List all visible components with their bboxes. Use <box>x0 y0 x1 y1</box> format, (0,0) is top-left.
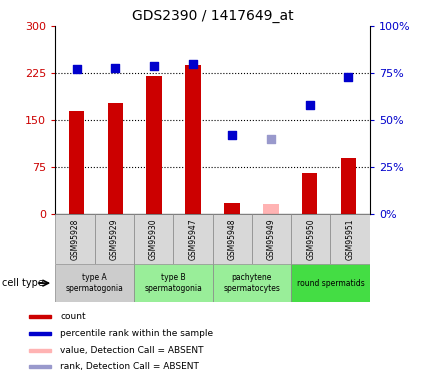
Bar <box>185 65 201 214</box>
Bar <box>331 214 370 264</box>
Bar <box>340 158 356 214</box>
Bar <box>224 202 240 214</box>
Bar <box>134 214 173 264</box>
Bar <box>55 264 134 302</box>
Point <box>151 63 158 69</box>
Bar <box>291 264 370 302</box>
Text: GDS2390 / 1417649_at: GDS2390 / 1417649_at <box>132 9 293 23</box>
Bar <box>291 214 331 264</box>
Text: GSM95949: GSM95949 <box>267 218 276 260</box>
Point <box>73 66 80 72</box>
Text: GSM95930: GSM95930 <box>149 218 158 260</box>
Point <box>190 61 196 67</box>
Text: GSM95929: GSM95929 <box>110 218 119 260</box>
Bar <box>147 76 162 214</box>
Bar <box>252 214 291 264</box>
Bar <box>69 111 85 214</box>
Point <box>306 102 313 108</box>
Text: percentile rank within the sample: percentile rank within the sample <box>60 329 213 338</box>
Point <box>112 64 119 70</box>
Text: type B
spermatogonia: type B spermatogonia <box>144 273 202 293</box>
Text: value, Detection Call = ABSENT: value, Detection Call = ABSENT <box>60 346 204 355</box>
Bar <box>29 349 51 351</box>
Text: count: count <box>60 312 86 321</box>
Text: round spermatids: round spermatids <box>297 279 364 288</box>
Bar <box>263 204 278 214</box>
Text: GSM95948: GSM95948 <box>228 218 237 260</box>
Text: rank, Detection Call = ABSENT: rank, Detection Call = ABSENT <box>60 362 199 371</box>
Bar <box>134 264 212 302</box>
Bar <box>94 214 134 264</box>
Text: GSM95947: GSM95947 <box>188 218 197 260</box>
Point <box>345 74 352 80</box>
Bar <box>108 102 123 214</box>
Text: GSM95928: GSM95928 <box>71 218 79 260</box>
Bar <box>29 332 51 335</box>
Text: GSM95951: GSM95951 <box>346 218 354 260</box>
Text: cell type: cell type <box>2 278 44 288</box>
Bar <box>212 264 291 302</box>
Bar <box>173 214 212 264</box>
Text: GSM95950: GSM95950 <box>306 218 315 260</box>
Point <box>229 132 235 138</box>
Bar <box>55 214 94 264</box>
Text: type A
spermatogonia: type A spermatogonia <box>65 273 124 293</box>
Bar <box>29 315 51 318</box>
Point <box>267 136 274 142</box>
Text: pachytene
spermatocytes: pachytene spermatocytes <box>224 273 280 293</box>
Bar <box>29 365 51 368</box>
Bar <box>212 214 252 264</box>
Bar <box>302 173 317 214</box>
